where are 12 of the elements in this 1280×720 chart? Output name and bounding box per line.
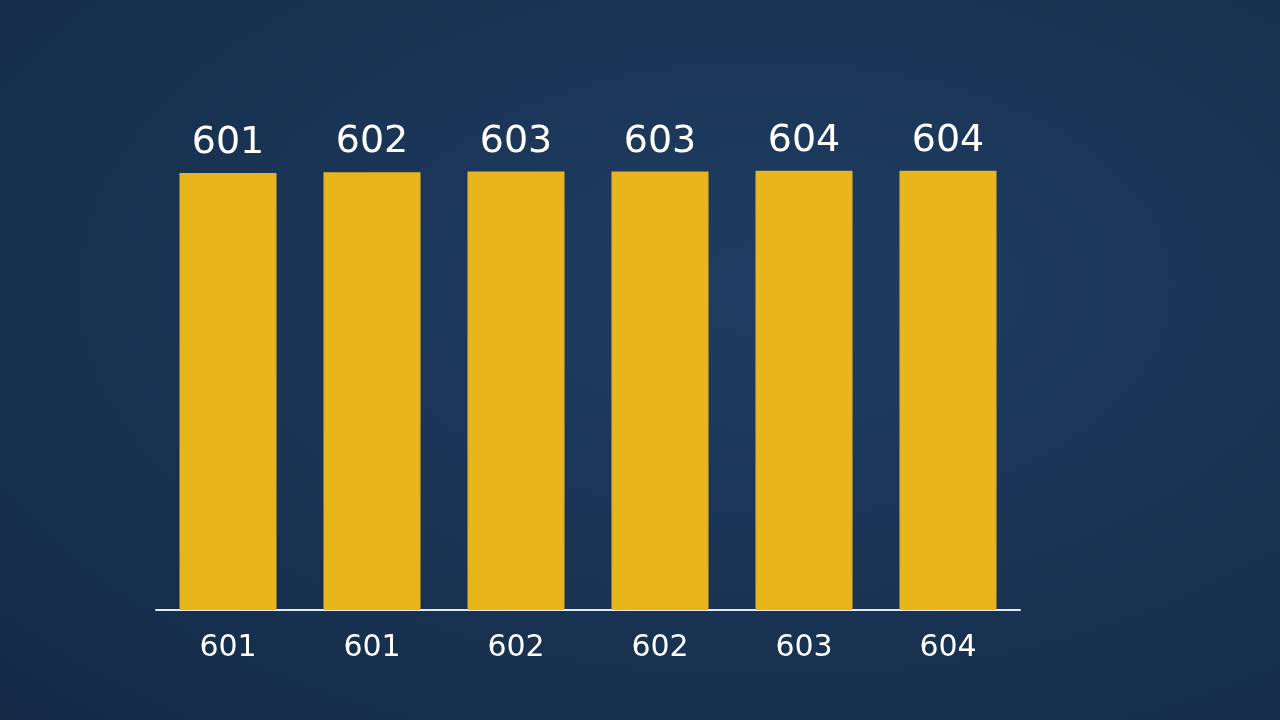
x-tick-label: 601 (343, 627, 401, 663)
x-tick-label: 602 (487, 627, 545, 663)
x-tick-label: 601 (199, 627, 257, 663)
data-label: 604 (911, 115, 985, 160)
data-label: 603 (623, 116, 697, 161)
data-label: 601 (191, 117, 265, 162)
x-tick-label: 604 (919, 627, 977, 663)
data-label: 603 (479, 116, 553, 161)
data-label: 604 (767, 115, 841, 160)
x-tick-label: 603 (775, 627, 833, 663)
x-tick-label: 602 (631, 627, 689, 663)
data-label: 602 (335, 117, 409, 162)
